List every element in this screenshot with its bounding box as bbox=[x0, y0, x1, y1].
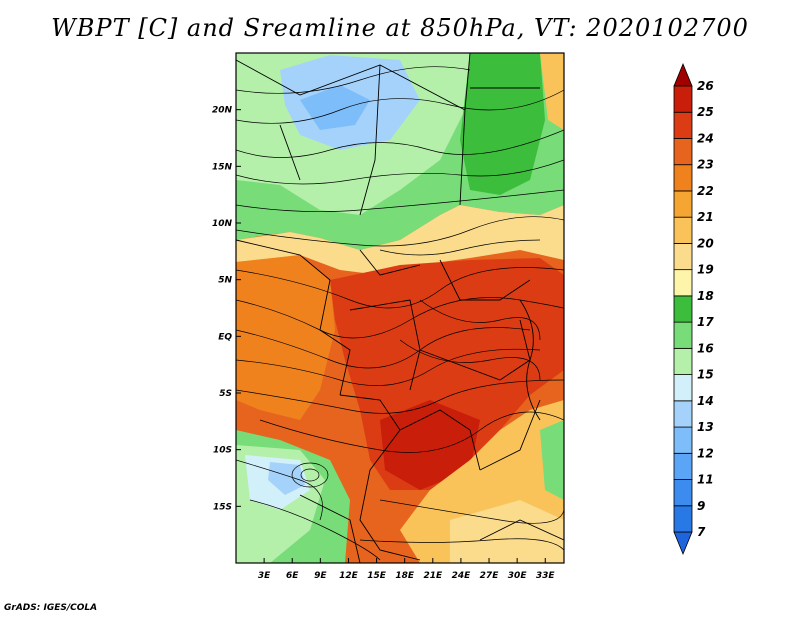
colorbar-segment bbox=[673, 85, 693, 113]
colorbar-segment bbox=[673, 479, 693, 507]
colorbar-label: 17 bbox=[697, 315, 714, 329]
colorbar-label: 25 bbox=[697, 105, 714, 119]
lat-label: 15S bbox=[213, 502, 232, 512]
lon-label: 3E bbox=[258, 571, 271, 581]
lon-label: 21E bbox=[423, 571, 443, 581]
lat-label: 10N bbox=[212, 219, 233, 229]
colorbar-label: 26 bbox=[697, 79, 714, 93]
colorbar-segment bbox=[673, 138, 693, 166]
lon-label: 9E bbox=[314, 571, 327, 581]
colorbar-label: 19 bbox=[697, 263, 714, 277]
colorbar-label: 12 bbox=[697, 446, 714, 460]
streamlines bbox=[236, 66, 564, 561]
colorbar-segment bbox=[673, 111, 693, 139]
lon-label: 18E bbox=[395, 571, 415, 581]
country-borders bbox=[236, 53, 564, 563]
map-frame bbox=[235, 52, 565, 564]
lon-label: 24E bbox=[452, 571, 472, 581]
lat-label: 5S bbox=[219, 389, 232, 399]
colorbar-segment bbox=[673, 216, 693, 244]
grads-credit: GrADS: IGES/COLA bbox=[4, 603, 98, 613]
colorbar-segment bbox=[673, 452, 693, 480]
colorbar-label: 9 bbox=[697, 499, 705, 513]
colorbar-low-arrow bbox=[673, 531, 693, 556]
colorbar-segment bbox=[673, 347, 693, 375]
colorbar: 7 9 11 12 13 14 15 16 17 18 19 20 21 22 23 24 25 26 bbox=[673, 62, 714, 556]
lat-label: EQ bbox=[218, 332, 232, 342]
lat-label: 5N bbox=[218, 276, 232, 286]
colorbar-high-arrow bbox=[673, 62, 693, 87]
wbpt-field bbox=[236, 53, 564, 563]
lon-label: 6E bbox=[286, 571, 299, 581]
colorbar-label: 16 bbox=[697, 341, 714, 355]
colorbar-label: 7 bbox=[697, 525, 706, 539]
lon-label: 15E bbox=[367, 571, 387, 581]
colorbar-segment bbox=[673, 400, 693, 428]
colorbar-label: 13 bbox=[697, 420, 714, 434]
lat-label: 10S bbox=[213, 446, 232, 456]
colorbar-label: 20 bbox=[697, 236, 714, 250]
colorbar-label: 14 bbox=[697, 394, 714, 408]
lat-label: 15N bbox=[212, 162, 233, 172]
colorbar-segment bbox=[673, 505, 693, 533]
lat-label: 20N bbox=[212, 106, 233, 116]
colorbar-label: 15 bbox=[697, 368, 714, 382]
chart-title: WBPT [C] and Sreamline at 850hPa, VT: 20… bbox=[51, 14, 749, 42]
colorbar-segment bbox=[673, 243, 693, 271]
lon-label: 27E bbox=[480, 571, 500, 581]
axis-ticks: 3E 6E 9E 12E 15E 18E 21E 24E 27E 30E 33E 20N 15N 10N 5… bbox=[212, 106, 556, 581]
colorbar-segment bbox=[673, 374, 693, 402]
colorbar-label: 24 bbox=[697, 131, 714, 145]
colorbar-segment bbox=[673, 426, 693, 454]
colorbar-segment bbox=[673, 164, 693, 192]
colorbar-label: 22 bbox=[697, 184, 714, 198]
lon-label: 30E bbox=[508, 571, 528, 581]
colorbar-label: 18 bbox=[697, 289, 714, 303]
colorbar-segment bbox=[673, 269, 693, 297]
colorbar-label: 23 bbox=[697, 158, 714, 172]
colorbar-segment bbox=[673, 190, 693, 218]
colorbar-label: 21 bbox=[697, 210, 714, 224]
colorbar-segment bbox=[673, 295, 693, 323]
lon-label: 12E bbox=[339, 571, 359, 581]
colorbar-label: 11 bbox=[697, 473, 714, 487]
lon-label: 33E bbox=[536, 571, 556, 581]
colorbar-segment bbox=[673, 321, 693, 349]
